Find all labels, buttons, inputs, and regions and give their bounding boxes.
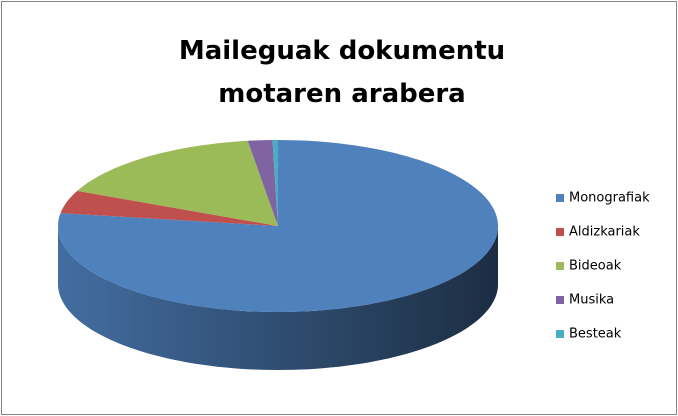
legend-swatch: [556, 330, 564, 338]
legend-label: Besteak: [569, 327, 622, 342]
slice: [247, 140, 278, 226]
legend-swatch: [556, 296, 564, 304]
slice: [272, 140, 278, 226]
slice: [77, 140, 278, 226]
legend-swatch: [556, 194, 564, 202]
legend-label: Aldizkariak: [569, 225, 640, 240]
legend-swatch: [556, 228, 564, 236]
slice: [60, 190, 278, 226]
slice-side-shade: [58, 226, 498, 370]
legend-label: Monografiak: [569, 191, 650, 206]
slice-side-group: [58, 226, 498, 370]
chart-title: Maileguak dokumentu motaren arabera: [178, 36, 506, 109]
legend-swatch: [556, 262, 564, 270]
legend-label: Musika: [569, 293, 614, 308]
legend-label: Bideoak: [569, 259, 622, 274]
